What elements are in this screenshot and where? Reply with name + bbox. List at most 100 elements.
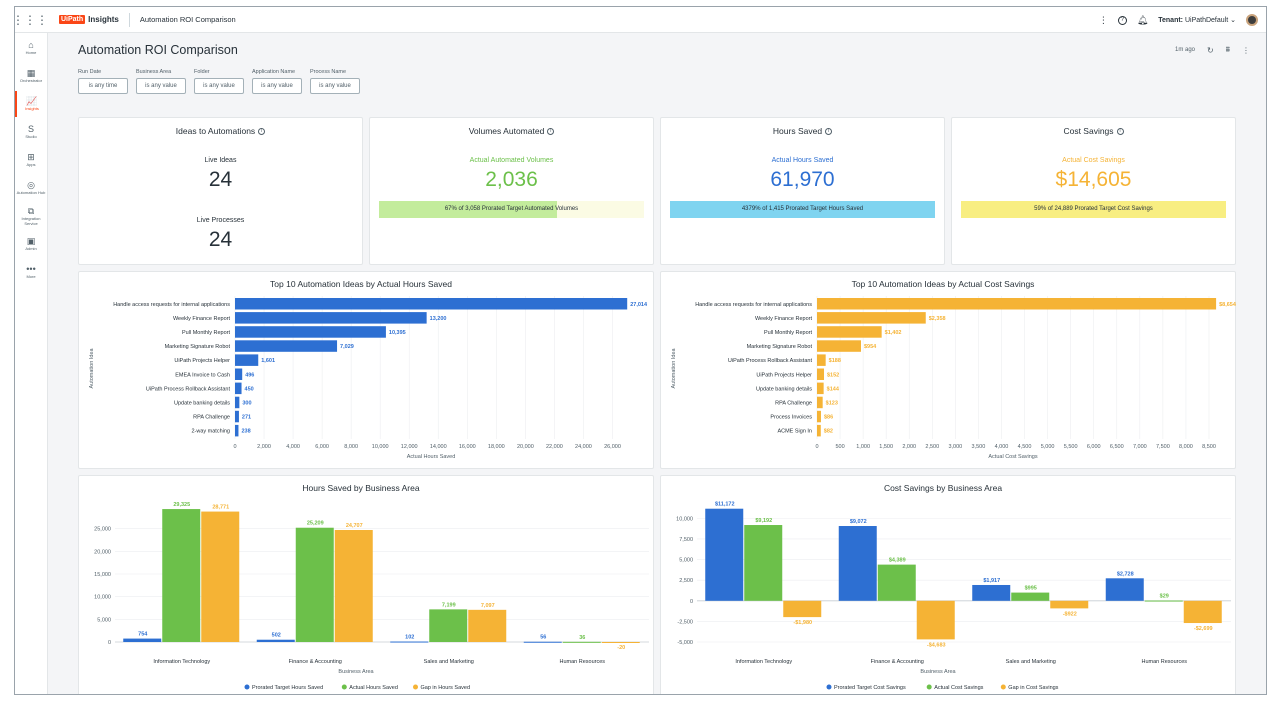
category-label: Weekly Finance Report bbox=[173, 316, 231, 322]
y-tick-label: 10,000 bbox=[94, 595, 111, 601]
nav-item-automation-hub[interactable]: ◎ Automation Hub bbox=[15, 175, 47, 201]
y-tick-label: 0 bbox=[108, 640, 111, 646]
column-bar bbox=[601, 642, 640, 643]
avatar[interactable] bbox=[1246, 14, 1258, 26]
kpi-volumes-title: Volumes Automated i bbox=[370, 126, 653, 136]
kpi-hours-title-text: Hours Saved bbox=[772, 126, 823, 136]
logo[interactable]: UiPath Insights bbox=[59, 15, 119, 24]
tenant-value: UiPathDefault bbox=[1184, 17, 1229, 24]
column-bar bbox=[468, 609, 507, 642]
bar bbox=[235, 354, 259, 366]
actual-cost-label: Actual Cost Savings bbox=[1062, 157, 1125, 164]
nav-item-integration-service[interactable]: ⧉ Integration Service bbox=[15, 203, 47, 229]
filter-value-button[interactable]: is any time bbox=[78, 78, 128, 94]
category-label: Information Technology bbox=[735, 659, 792, 665]
info-icon[interactable]: i bbox=[825, 128, 833, 136]
bar-value-label: $82 bbox=[824, 429, 833, 435]
nav-item-studio[interactable]: S Studio bbox=[15, 119, 47, 145]
nav-apps-icon: ⊞ bbox=[27, 152, 35, 163]
y-tick-label: 5,000 bbox=[97, 617, 111, 623]
kpi-hours-tile: Hours Saved i Actual Hours Saved 61,970 4… bbox=[660, 117, 945, 265]
hours-by-area-svg: Hours Saved by Business Area 0 5,000 10,000… bbox=[94, 483, 649, 691]
column-bar bbox=[201, 511, 240, 642]
column-value-label: $11,172 bbox=[715, 502, 735, 508]
refresh-icon[interactable]: ↻ bbox=[1207, 45, 1214, 55]
column-value-label: 29,325 bbox=[173, 502, 190, 508]
nav-item-home[interactable]: ⌂ Home bbox=[15, 35, 47, 61]
legend-swatch bbox=[1000, 684, 1006, 690]
column-bar bbox=[877, 564, 916, 601]
bar-value-label: $954 bbox=[864, 344, 877, 350]
column-value-label: $4,389 bbox=[889, 558, 906, 564]
x-tick-label: 1,500 bbox=[879, 444, 893, 450]
bar bbox=[817, 340, 861, 352]
column-value-label: 754 bbox=[138, 632, 148, 638]
last-updated: 1m ago bbox=[1175, 47, 1196, 53]
info-icon[interactable]: i bbox=[258, 128, 266, 136]
category-label: Human Resources bbox=[1141, 659, 1187, 665]
filter-process-name: Process Name is any value bbox=[310, 69, 360, 94]
x-tick-label: 7,500 bbox=[1156, 444, 1170, 450]
nav-item-apps[interactable]: ⊞ Apps bbox=[15, 147, 47, 173]
top-ideas-hours-svg: Top 10 Automation Ideas by Actual Hours … bbox=[89, 279, 648, 460]
filter-value-button[interactable]: is any value bbox=[310, 78, 360, 94]
more-options-icon[interactable]: ⋮ bbox=[1242, 45, 1250, 55]
column-bar bbox=[390, 641, 429, 643]
bar bbox=[235, 340, 338, 352]
column-value-label: $9,072 bbox=[850, 519, 867, 525]
filter-label: Run Date bbox=[78, 69, 102, 75]
nav-item-admin[interactable]: ▣ Admin bbox=[15, 231, 47, 257]
category-label: UiPath Process Rollback Assistant bbox=[728, 358, 813, 364]
actual-volumes-label: Actual Automated Volumes bbox=[469, 157, 554, 164]
nav-admin-icon: ▣ bbox=[26, 236, 36, 247]
volumes-progress-text: 67% of 3,058 Prorated Target Automated V… bbox=[444, 206, 579, 212]
column-bar bbox=[1050, 600, 1089, 609]
nav-label: Orchestrator bbox=[19, 78, 43, 84]
legend-label: Prorated Target Hours Saved bbox=[252, 685, 323, 691]
info-icon[interactable]: i bbox=[547, 128, 555, 136]
live-ideas-value: 24 bbox=[208, 168, 233, 191]
legend-label: Gap in Hours Saved bbox=[421, 685, 471, 691]
column-value-label: 25,209 bbox=[307, 521, 324, 527]
bar-value-label: 271 bbox=[242, 415, 251, 421]
kpi-ideas-title-text: Ideas to Automations bbox=[175, 126, 256, 136]
x-axis-label: Actual Cost Savings bbox=[988, 454, 1037, 460]
info-icon[interactable]: i bbox=[1116, 128, 1124, 136]
help-icon[interactable]: ? bbox=[1117, 15, 1127, 25]
header-divider bbox=[128, 12, 130, 27]
filter-label: Folder bbox=[194, 69, 210, 75]
column-bar bbox=[705, 508, 744, 601]
column-bar bbox=[123, 638, 162, 642]
x-tick-label: 3,500 bbox=[972, 444, 986, 450]
filter-value-button[interactable]: is any value bbox=[136, 78, 186, 94]
column-bar bbox=[1105, 578, 1144, 601]
notification-bell-icon[interactable]: 🔔︎ bbox=[1136, 14, 1149, 25]
filter-value-button[interactable]: is any value bbox=[194, 78, 244, 94]
kebab-menu-icon[interactable]: ⋮ bbox=[1098, 14, 1108, 25]
column-value-label: -$4,683 bbox=[927, 642, 946, 648]
x-tick-label: 2,000 bbox=[902, 444, 916, 450]
column-value-label: 502 bbox=[272, 633, 281, 639]
filter-business-area: Business Area is any value bbox=[136, 69, 186, 94]
actual-hours-value: 61,970 bbox=[770, 168, 835, 191]
nav-item-more[interactable]: ••• More bbox=[15, 259, 47, 285]
bar-value-label: 10,395 bbox=[389, 330, 406, 336]
nav-item-insights[interactable]: 📈 Insights bbox=[15, 91, 47, 117]
app-launcher-icon[interactable]: ⋮⋮⋮ bbox=[14, 12, 48, 27]
legend-label: Prorated Target Cost Savings bbox=[834, 685, 906, 691]
nav-item-orchestrator[interactable]: ▦ Orchestrator bbox=[15, 63, 47, 89]
page-title: Automation ROI Comparison bbox=[78, 43, 238, 57]
tenant-selector[interactable]: Tenant: UiPathDefault ⌄ bbox=[1158, 16, 1236, 24]
y-tick-label: 10,000 bbox=[676, 516, 693, 522]
bar-value-label: $144 bbox=[827, 386, 840, 392]
filter-folder: Folder is any value bbox=[194, 69, 244, 94]
column-bar bbox=[334, 529, 373, 642]
bar bbox=[817, 382, 824, 395]
bar-value-label: $1,402 bbox=[885, 330, 902, 336]
category-label: UiPath Projects Helper bbox=[174, 358, 230, 364]
filter-icon[interactable]: ⩩ bbox=[1225, 45, 1230, 54]
filter-value-button[interactable]: is any value bbox=[252, 78, 302, 94]
x-tick-label: 3,000 bbox=[948, 444, 962, 450]
kpi-hours-title: Hours Saved i bbox=[661, 126, 944, 136]
bar bbox=[235, 326, 386, 338]
